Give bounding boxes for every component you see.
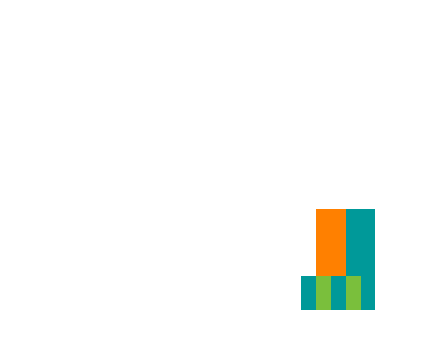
Bar [331,209,346,343]
Bar [331,343,346,348]
Bar [301,276,316,348]
Bar [316,209,331,343]
Bar [346,209,361,343]
Bar [301,343,316,348]
Bar [346,276,361,348]
Bar [331,276,346,348]
Bar [316,276,331,348]
Bar [286,343,301,348]
Bar [316,343,331,348]
Bar [361,209,375,343]
